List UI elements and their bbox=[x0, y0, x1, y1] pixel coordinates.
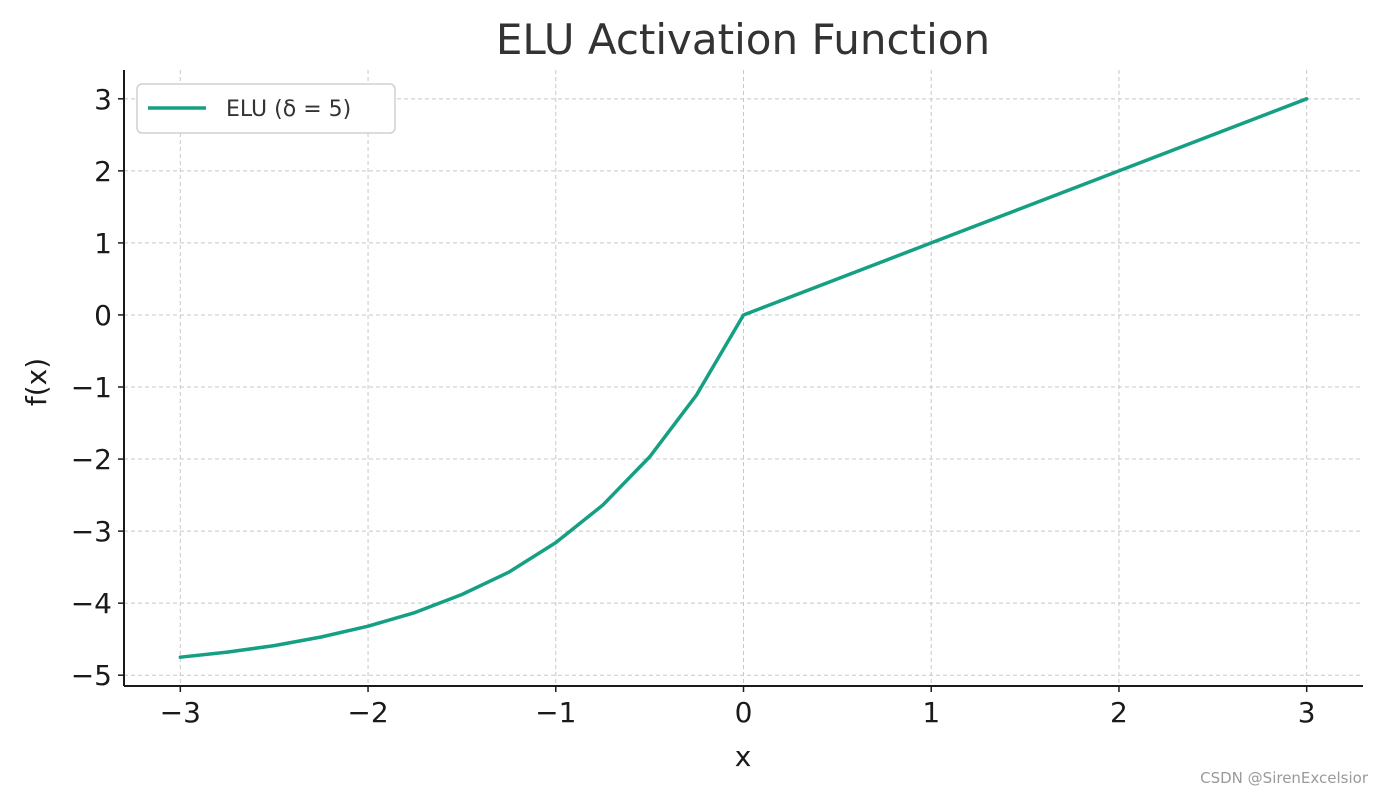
x-tick-label: −1 bbox=[535, 696, 576, 729]
y-axis-title: f(x) bbox=[20, 358, 53, 406]
tick-labels: −3 −2 −1 0 1 2 3 −5 −4 −3 −2 −1 0 1 2 3 bbox=[71, 83, 1316, 729]
y-tick-label: −3 bbox=[71, 515, 112, 548]
y-tick-label: 3 bbox=[94, 83, 112, 116]
y-tick-label: 2 bbox=[94, 155, 112, 188]
x-tick-label: 3 bbox=[1298, 696, 1316, 729]
legend: ELU (δ = 5) bbox=[136, 83, 396, 134]
axes bbox=[118, 70, 1363, 692]
x-tick-label: 0 bbox=[735, 696, 753, 729]
grid bbox=[124, 70, 1363, 686]
y-tick-label: 0 bbox=[94, 299, 112, 332]
x-axis-title: x bbox=[735, 740, 752, 773]
y-tick-label: −4 bbox=[71, 587, 112, 620]
y-tick-label: −5 bbox=[71, 659, 112, 692]
y-tick-label: −2 bbox=[71, 443, 112, 476]
x-tick-label: −3 bbox=[160, 696, 201, 729]
y-tick-label: −1 bbox=[71, 371, 112, 404]
x-tick-label: 2 bbox=[1110, 696, 1128, 729]
x-tick-label: −2 bbox=[347, 696, 388, 729]
legend-label: ELU (δ = 5) bbox=[226, 97, 351, 122]
chart-title: ELU Activation Function bbox=[496, 15, 990, 64]
series-lines bbox=[178, 97, 1309, 659]
watermark-text: CSDN @SirenExcelsior bbox=[1200, 769, 1369, 787]
series-line bbox=[178, 97, 1309, 659]
x-tick-label: 1 bbox=[922, 696, 940, 729]
y-tick-label: 1 bbox=[94, 227, 112, 260]
legend-box bbox=[136, 83, 396, 134]
